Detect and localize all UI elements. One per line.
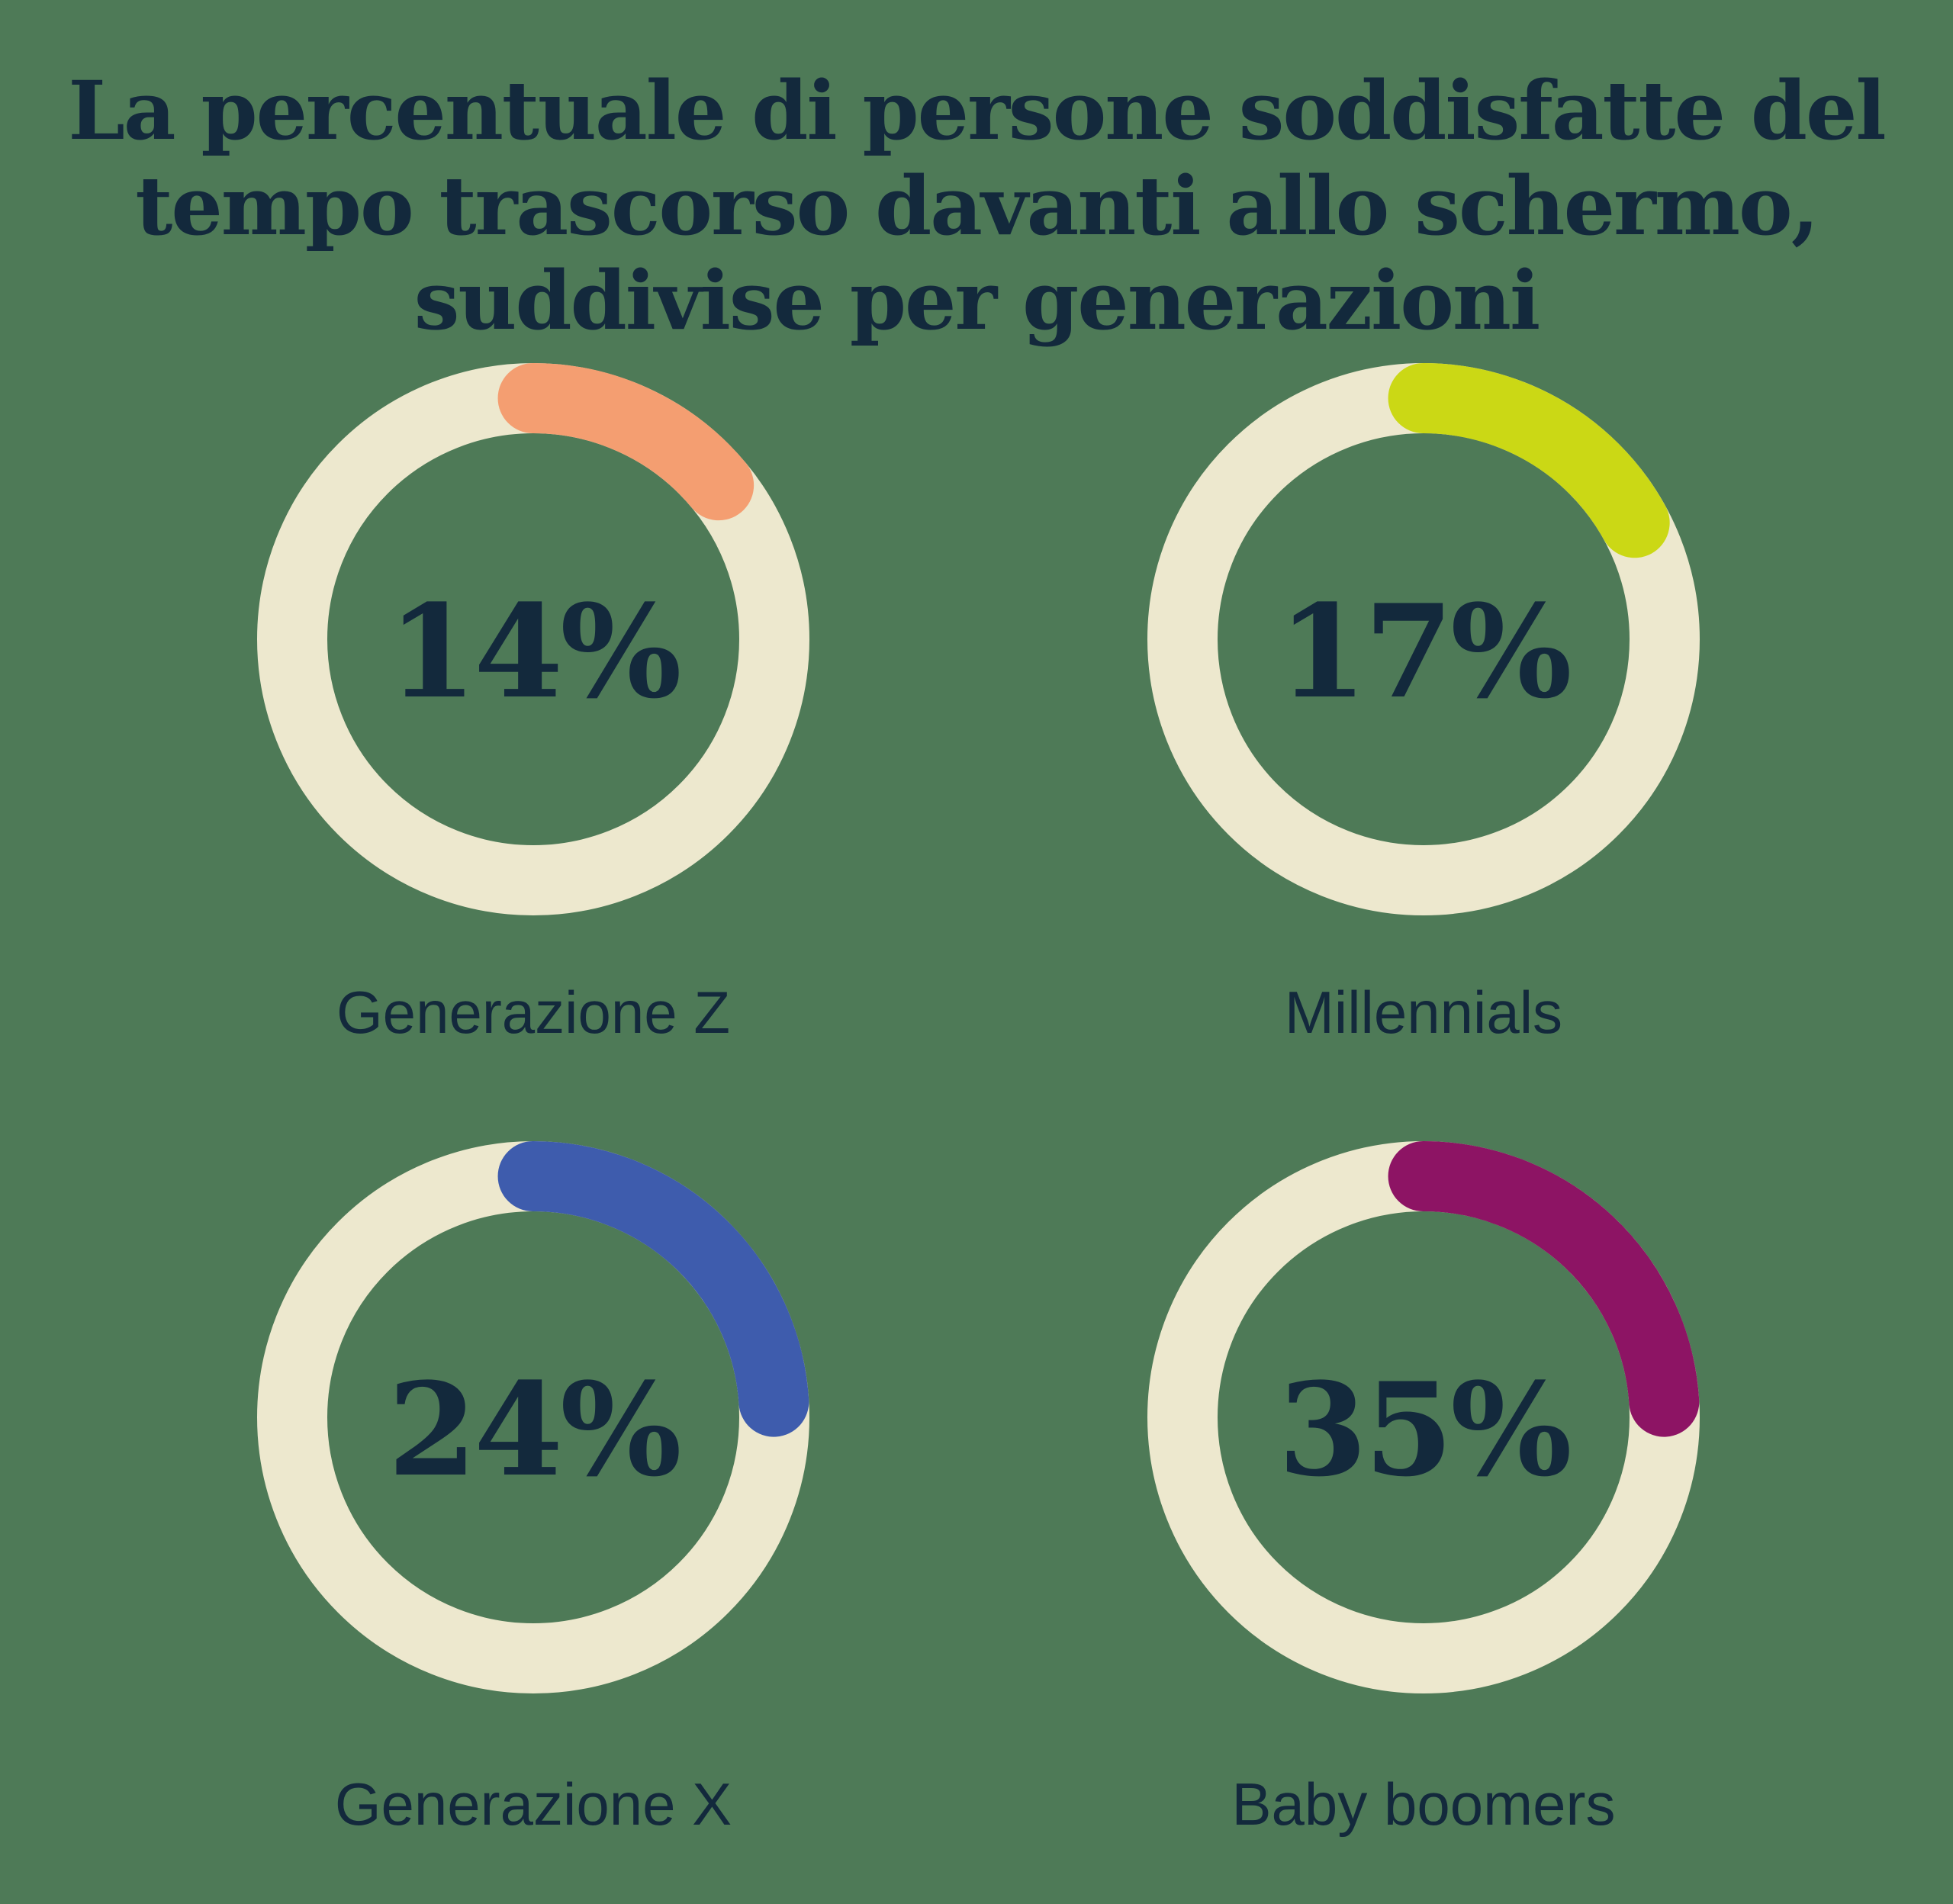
donut-card-millennials: 17% Millennials xyxy=(1147,363,1700,1126)
donut-card-baby-boomers: 35% Baby boomers xyxy=(1147,1141,1700,1904)
donut-label: Millennials xyxy=(1284,979,1563,1046)
donut-value: 35% xyxy=(1278,1354,1572,1505)
donut-progress-arc xyxy=(257,363,809,915)
donut-card-generazione-x: 24% Generazione X xyxy=(257,1141,809,1904)
donut-label: Generazione Z xyxy=(336,979,730,1046)
chart-title-line-2: tempo trascorso davanti allo schermo, xyxy=(135,157,1819,253)
chart-title: La percentuale di persone soddisfatte de… xyxy=(0,63,1953,349)
donut-card-generazione-z: 14% Generazione Z xyxy=(257,363,809,1126)
donut-chart xyxy=(1147,363,1700,915)
infographic-canvas: { "background_color": "#4E7A57", "text_c… xyxy=(0,63,1953,1838)
donut-chart xyxy=(257,363,809,915)
chart-title-line-3: suddivise per generazioni xyxy=(413,252,1541,349)
donut-label: Baby boomers xyxy=(1231,1771,1616,1838)
donut-progress-arc xyxy=(257,1141,809,1693)
donut-chart xyxy=(1147,1141,1700,1693)
donut-progress-arc xyxy=(1147,1141,1700,1693)
chart-title-line-1: La percentuale di persone soddisfatte de… xyxy=(68,63,1886,159)
donut-value: 17% xyxy=(1278,576,1572,727)
donut-progress-arc xyxy=(1147,363,1700,915)
donut-chart xyxy=(257,1141,809,1693)
donut-value: 24% xyxy=(388,1354,681,1505)
donut-label: Generazione X xyxy=(334,1771,732,1838)
donut-value: 14% xyxy=(388,576,681,727)
